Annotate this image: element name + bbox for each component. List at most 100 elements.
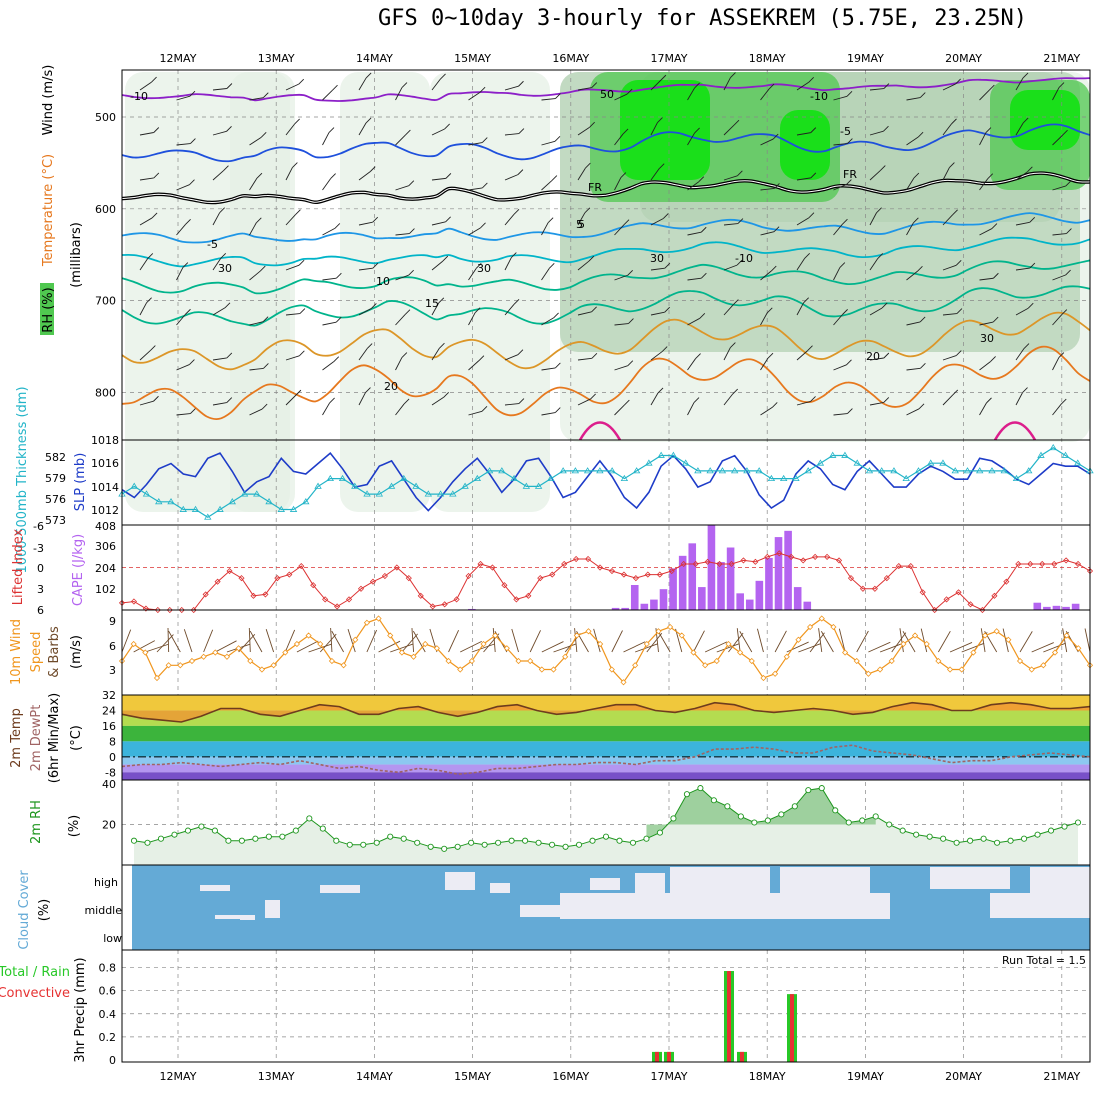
rh-point bbox=[130, 837, 138, 844]
wind-barb-flag bbox=[736, 259, 743, 266]
wind-barb-10m bbox=[1062, 628, 1068, 653]
rh-shading-region bbox=[1010, 90, 1080, 150]
wind-barb bbox=[541, 222, 549, 236]
cape-bar bbox=[640, 603, 649, 610]
wind-speed-point bbox=[958, 666, 965, 673]
cloud-gap bbox=[240, 915, 255, 920]
wind-barb bbox=[979, 178, 989, 191]
rh-point bbox=[643, 835, 650, 842]
wind-barb-flag bbox=[877, 253, 884, 259]
wind-barb bbox=[833, 364, 847, 371]
contour-label: FR bbox=[843, 168, 857, 181]
thickness-point bbox=[877, 467, 886, 474]
cloud-gap bbox=[930, 867, 1010, 889]
wind-speed-point bbox=[1028, 666, 1035, 673]
wind-barb-flag bbox=[989, 84, 995, 91]
wind-barb-flag bbox=[403, 398, 410, 405]
wind-barb bbox=[358, 392, 366, 406]
wind-barb-flag bbox=[627, 269, 633, 276]
thickness-point bbox=[351, 482, 359, 489]
wind-barb bbox=[614, 323, 629, 326]
wind-barb-flag bbox=[190, 138, 196, 144]
wind-barb-10m bbox=[366, 629, 378, 653]
ylabel-rh-units: (%) bbox=[67, 815, 82, 838]
wind-barb-flag bbox=[147, 253, 154, 259]
wind-barb bbox=[322, 361, 335, 371]
wind-barb bbox=[869, 88, 884, 91]
wind-barb-flag bbox=[955, 260, 962, 266]
wind-barb-flag bbox=[808, 212, 815, 219]
wind-barb-10m bbox=[693, 630, 705, 653]
wind-barb bbox=[176, 184, 190, 191]
contour-label: 30 bbox=[650, 252, 664, 265]
cape-bar bbox=[717, 562, 725, 610]
wind-barb bbox=[212, 212, 221, 226]
wind-barb bbox=[1052, 87, 1060, 101]
thickness-point bbox=[976, 467, 984, 474]
wind-barb bbox=[614, 365, 628, 371]
isotherm-contour bbox=[121, 285, 1091, 327]
wind-barb bbox=[322, 321, 337, 326]
rh-point bbox=[697, 785, 704, 792]
wind-barb-10m bbox=[774, 630, 787, 653]
wind-speed-point bbox=[573, 632, 580, 639]
wind-barb-flag bbox=[438, 297, 445, 304]
day-label-bottom: 18MAY bbox=[749, 1070, 786, 1083]
wind-barb-flag bbox=[990, 356, 996, 362]
thickness-point bbox=[179, 505, 187, 512]
lifted-index-point bbox=[967, 601, 974, 608]
wind-barb bbox=[504, 354, 519, 361]
wind-barb-10m bbox=[296, 640, 319, 653]
wind-barb-10m bbox=[248, 628, 251, 653]
thickness-point bbox=[277, 505, 285, 512]
wind-barb bbox=[906, 136, 919, 146]
wind-barb bbox=[650, 392, 659, 406]
wind-barb-flag bbox=[146, 297, 152, 303]
wind-speed-point bbox=[1005, 636, 1012, 643]
wind-barb bbox=[979, 228, 993, 236]
wind-barb-flag bbox=[663, 213, 669, 219]
wind-barb bbox=[833, 267, 841, 281]
wind-barb bbox=[504, 174, 519, 181]
wind-barb bbox=[176, 364, 190, 371]
rh-point bbox=[1047, 827, 1055, 834]
wind-barb-10m bbox=[411, 628, 415, 653]
wind-tick: 9 bbox=[109, 615, 116, 628]
rh-point bbox=[872, 813, 879, 820]
wind-barb-flag bbox=[733, 299, 739, 305]
wind-barb-flag bbox=[408, 180, 415, 187]
lifted-index-point bbox=[704, 558, 711, 565]
wind-speed-point bbox=[457, 666, 464, 673]
wind-barb-flag bbox=[518, 128, 525, 134]
wind-speed-point bbox=[935, 657, 942, 665]
thickness-point bbox=[669, 451, 678, 458]
wind-barb-flag bbox=[255, 217, 262, 224]
cape-bar bbox=[611, 607, 620, 610]
wind-barb bbox=[906, 222, 914, 236]
wind-barb bbox=[614, 404, 625, 416]
temp-tick: 24 bbox=[102, 704, 116, 717]
wind-speed-point bbox=[468, 657, 475, 665]
rh-point bbox=[252, 835, 259, 842]
cape-tick: 204 bbox=[95, 562, 116, 575]
wind-barb-flag bbox=[807, 345, 813, 352]
wind-barb-flag bbox=[1022, 117, 1029, 124]
wind-barb-flag bbox=[584, 207, 591, 214]
wind-barb bbox=[468, 312, 476, 326]
wind-barb-flag bbox=[808, 76, 815, 83]
wind-barb-10m bbox=[203, 629, 214, 653]
lifted-index-point bbox=[154, 606, 161, 614]
cloud-gap bbox=[265, 900, 280, 918]
precip-tick: 0.2 bbox=[99, 1031, 117, 1044]
wind-speed-point bbox=[223, 653, 231, 660]
wind-barb bbox=[760, 312, 768, 326]
rh-point bbox=[481, 841, 488, 848]
thickness-point bbox=[988, 467, 996, 474]
rh-point bbox=[913, 831, 920, 838]
wind-barb-10m bbox=[716, 643, 740, 653]
ylabel-temperature: Temperature (°C) bbox=[41, 154, 56, 267]
lifted-index-point bbox=[334, 603, 341, 610]
wind-barb bbox=[614, 93, 628, 101]
wind-barb bbox=[942, 214, 953, 226]
rh-point bbox=[319, 825, 326, 832]
